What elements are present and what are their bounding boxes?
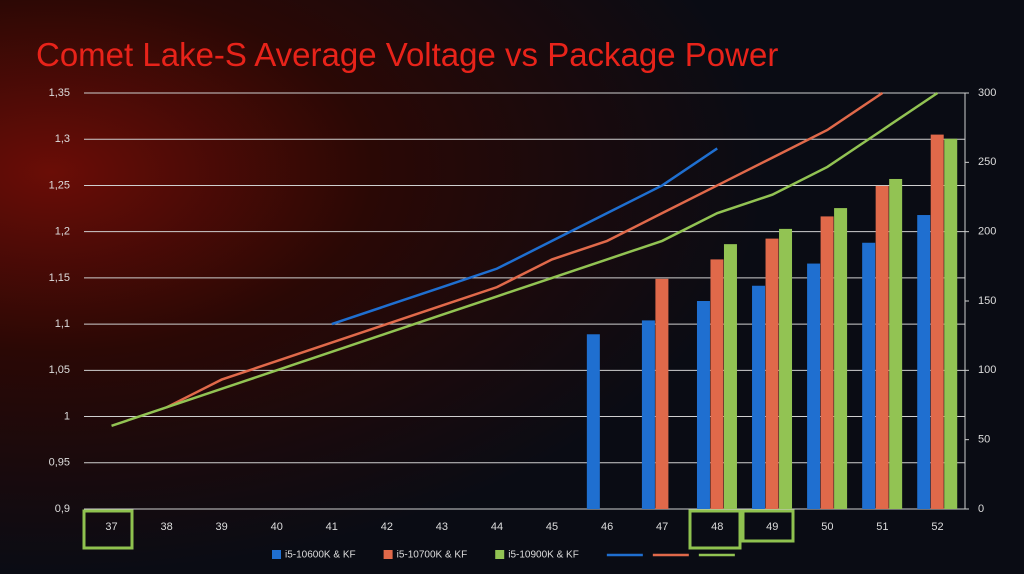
chart-title: Comet Lake-S Average Voltage vs Package … [36, 36, 778, 73]
bar [696, 301, 710, 509]
x-tick-label: 44 [491, 521, 503, 533]
bar [723, 244, 737, 509]
y-tick-label: 0,9 [55, 503, 70, 515]
x-tick-label: 49 [766, 521, 778, 533]
y-tick-label: 1,25 [49, 179, 70, 191]
bar [641, 320, 655, 509]
y-tick-label: 1,3 [55, 133, 70, 145]
x-tick-label: 51 [876, 521, 888, 533]
x-tick-label: 46 [601, 521, 613, 533]
x-tick-label: 43 [436, 521, 448, 533]
x-tick-label: 38 [160, 521, 172, 533]
bar [889, 178, 903, 509]
x-tick-label: 48 [711, 521, 723, 533]
line [331, 147, 718, 326]
x-tick-label: 37 [105, 521, 117, 533]
y-tick-label: 1 [64, 410, 70, 422]
bar [710, 259, 724, 509]
y-tick-label: 1,15 [49, 272, 70, 284]
bar [807, 263, 821, 509]
bar [779, 228, 793, 510]
y2-tick-label: 50 [978, 434, 990, 446]
legend-label: i5-10700K & KF [397, 550, 468, 561]
y2-tick-label: 250 [978, 156, 996, 168]
bar [765, 238, 779, 509]
y2-tick-label: 200 [978, 226, 996, 238]
y-tick-label: 1,2 [55, 226, 70, 238]
highlight-box [741, 509, 795, 543]
x-tick-label: 47 [656, 521, 668, 533]
bar [834, 208, 848, 510]
y2-tick-label: 300 [978, 87, 996, 99]
highlight-box [82, 509, 134, 550]
y2-tick-label: 150 [978, 295, 996, 307]
y2-tick-label: 0 [978, 503, 984, 515]
x-tick-label: 42 [381, 521, 393, 533]
y2-tick-label: 100 [978, 364, 996, 376]
highlight-boxes [82, 509, 795, 550]
legend-label: i5-10600K & KF [285, 550, 356, 561]
legend-swatch [272, 550, 281, 559]
bar [917, 215, 931, 509]
x-tick-label: 39 [216, 521, 228, 533]
y-tick-label: 1,35 [49, 87, 70, 99]
legend-swatch [383, 550, 393, 559]
y-tick-label: 1,05 [49, 364, 70, 376]
bar [752, 285, 766, 509]
bar [930, 134, 944, 509]
bar [586, 334, 600, 509]
y-tick-label: 1,1 [55, 318, 70, 330]
line [111, 91, 939, 427]
bar [944, 138, 958, 509]
line [166, 91, 884, 409]
y-tick-label: 0,95 [49, 457, 70, 469]
x-tick-label: 41 [326, 521, 338, 533]
x-tick-label: 40 [271, 521, 283, 533]
bar [820, 216, 834, 509]
bar [862, 242, 876, 509]
legend-swatch [495, 550, 505, 559]
x-tick-label: 52 [931, 521, 943, 533]
bar [875, 185, 889, 509]
x-tick-label: 50 [821, 521, 833, 533]
highlight-box [688, 509, 742, 550]
legend-label: i5-10900K & KF [508, 550, 579, 561]
bar [655, 278, 669, 509]
x-tick-label: 45 [546, 521, 558, 533]
